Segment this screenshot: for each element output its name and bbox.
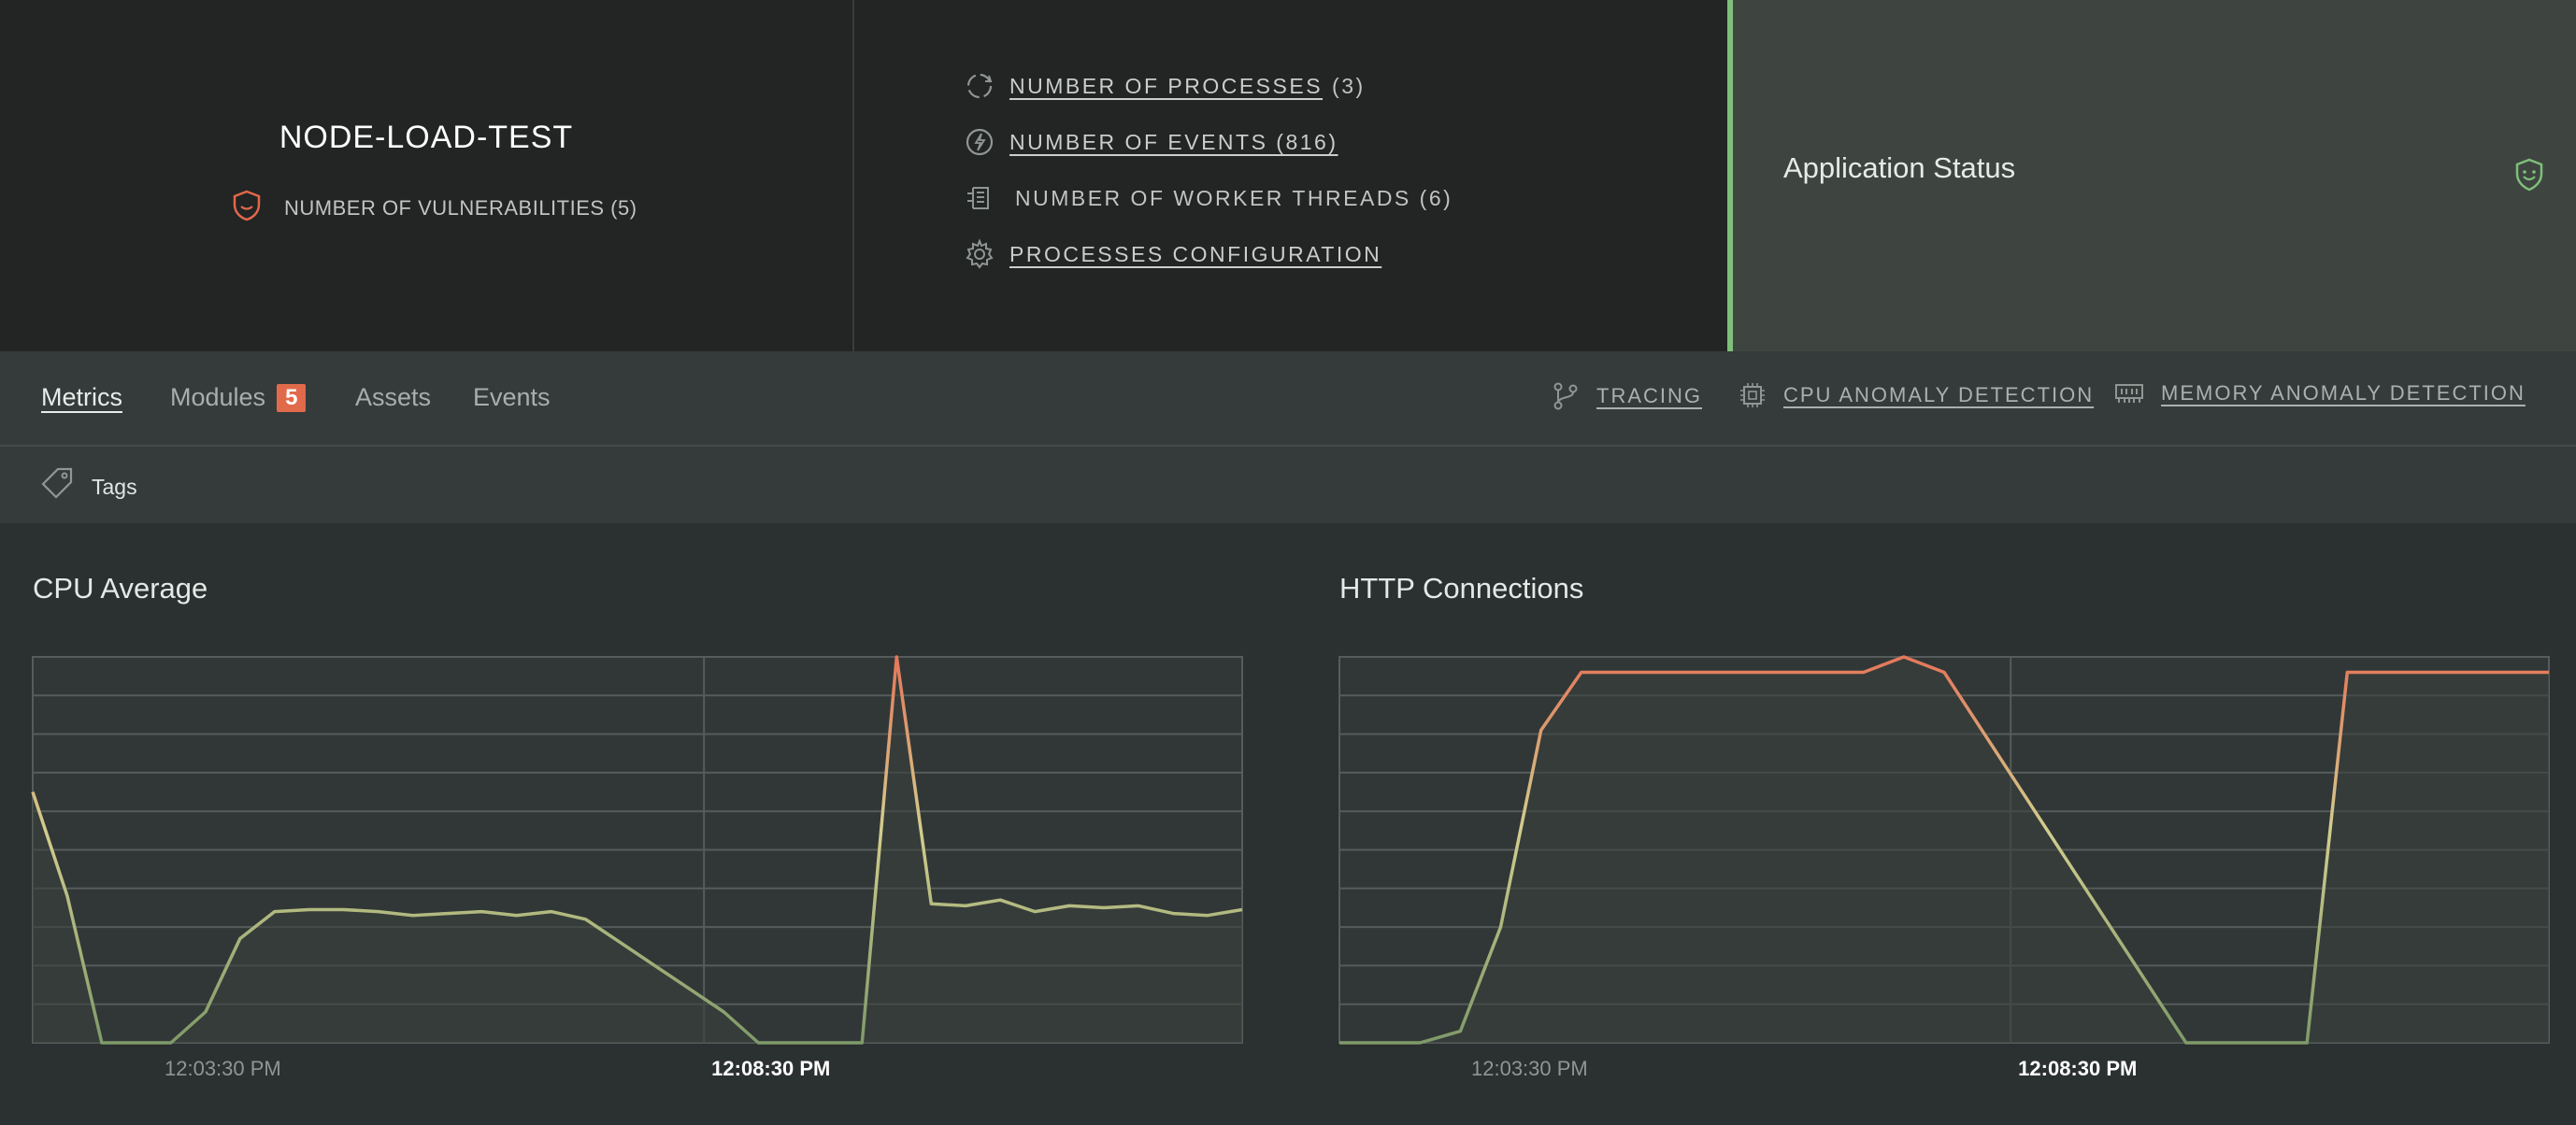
tags-bar[interactable]: Tags (0, 447, 2576, 523)
cpu-anomaly-detection-label: CPU ANOMALY DETECTION (1783, 383, 2095, 406)
tab-assets[interactable]: Assets (355, 383, 432, 411)
stat-processes-configuration[interactable]: PROCESSES CONFIGURATION (963, 235, 1381, 273)
x-tick-label: 12:08:30 PM (711, 1057, 830, 1080)
tab-events[interactable]: Events (473, 383, 551, 411)
shield-face-icon (230, 189, 284, 228)
stat-events[interactable]: NUMBER OF EVENTS (816) (963, 123, 1338, 161)
modules-count-badge: 5 (277, 384, 307, 412)
vulnerabilities-label: NUMBER OF VULNERABILITIES (5) (284, 196, 637, 220)
stat-worker-threads: NUMBER OF WORKER THREADS (6) (963, 179, 1453, 217)
vulnerabilities-link[interactable]: NUMBER OF VULNERABILITIES (5) (230, 190, 637, 224)
memory-anomaly-detection-label: MEMORY ANOMALY DETECTION (2161, 381, 2526, 405)
memory-anomaly-detection-link[interactable]: MEMORY ANOMALY DETECTION (2114, 381, 2526, 406)
tracing-label: TRACING (1596, 384, 1702, 407)
application-status-title: Application Status (1783, 151, 2016, 184)
tab-modules-label: Modules (170, 383, 266, 411)
stat-events-label[interactable]: NUMBER OF EVENTS (816) (1009, 129, 1338, 154)
branch-icon (1552, 381, 1580, 411)
tag-icon (39, 465, 77, 507)
series-area (1339, 657, 2549, 1043)
series-area (33, 657, 1242, 1043)
tab-metrics[interactable]: Metrics (41, 383, 122, 411)
tab-modules[interactable]: Modules 5 (170, 383, 307, 412)
series-line (1339, 655, 2549, 1045)
cpu-average-title: CPU Average (33, 572, 208, 605)
stat-worker-threads-label: NUMBER OF WORKER THREADS (6) (1015, 185, 1453, 210)
stat-processes-count: (3) (1332, 73, 1366, 98)
memory-icon (2114, 381, 2144, 406)
tracing-link[interactable]: TRACING (1552, 381, 1702, 411)
processes-icon (963, 69, 996, 103)
http-connections-title: HTTP Connections (1339, 572, 1584, 605)
lightning-icon (963, 125, 996, 159)
x-tick-label: 12:08:30 PM (2018, 1057, 2137, 1080)
x-tick-label: 12:03:30 PM (1471, 1057, 1588, 1080)
tabs-bar: Metrics Modules 5 Assets Events TRACING C… (0, 351, 2576, 447)
series-line (31, 655, 1243, 1045)
stat-processes-label[interactable]: NUMBER OF PROCESSES (1009, 73, 1324, 98)
app-name: NODE-LOAD-TEST (279, 120, 574, 155)
application-status-panel[interactable]: Application Status (1727, 0, 2576, 351)
cpu-anomaly-detection-link[interactable]: CPU ANOMALY DETECTION (1739, 381, 2094, 409)
threads-icon (963, 181, 996, 215)
process-stats-panel: NUMBER OF PROCESSES (3) NUMBER OF EVENTS… (854, 0, 1727, 351)
header: NODE-LOAD-TEST NUMBER OF VULNERABILITIES… (0, 0, 2576, 351)
cpu-average-chart: 12:03:30 PM 12:08:30 PM (31, 655, 1243, 1080)
gear-icon (963, 237, 996, 271)
stat-processes[interactable]: NUMBER OF PROCESSES (3) (963, 67, 1366, 105)
app-summary-panel: NODE-LOAD-TEST NUMBER OF VULNERABILITIES… (0, 0, 854, 351)
processes-configuration-link[interactable]: PROCESSES CONFIGURATION (1009, 241, 1382, 266)
cpu-chip-icon (1739, 381, 1767, 409)
tags-label: Tags (92, 475, 137, 499)
http-connections-chart: 12:03:30 PM 12:08:30 PM (1338, 655, 2550, 1080)
x-tick-label: 12:03:30 PM (165, 1057, 281, 1080)
shield-face-icon (2512, 157, 2546, 197)
